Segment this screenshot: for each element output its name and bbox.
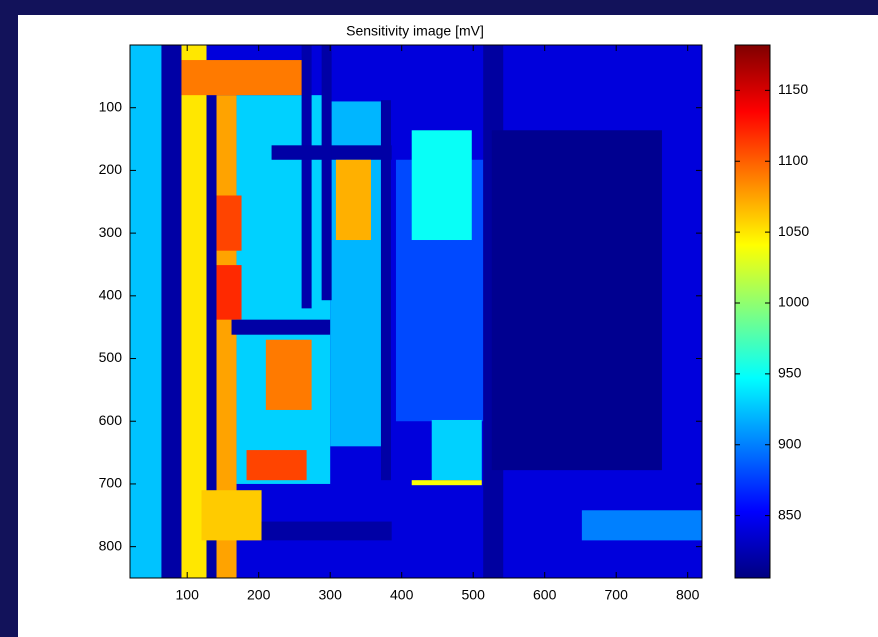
- heatmap-cell: [236, 95, 331, 484]
- x-tick-label: 800: [676, 587, 700, 603]
- x-tick-label: 700: [605, 587, 629, 603]
- heatmap-cell: [261, 521, 392, 541]
- heatmap-cell: [216, 195, 242, 251]
- heatmap-cell: [181, 45, 207, 578]
- heatmap-cell: [181, 60, 307, 96]
- colorbar-tick-label: 900: [778, 435, 802, 451]
- colorbar-tick-label: 950: [778, 365, 802, 381]
- heatmap: [130, 45, 702, 578]
- x-tick-label: 600: [533, 587, 557, 603]
- colorbar-tick-label: 1050: [778, 223, 809, 239]
- plot-frame: [129, 44, 703, 579]
- heatmap-cell: [335, 159, 371, 241]
- y-tick-label: 500: [99, 349, 123, 365]
- y-tick-label: 300: [99, 224, 123, 240]
- heatmap-cell: [491, 130, 662, 471]
- x-tick-label: 400: [390, 587, 414, 603]
- heatmap-cell: [201, 490, 262, 541]
- heatmap-cell: [206, 95, 217, 578]
- y-tick-label: 100: [99, 98, 123, 114]
- heatmap-cell: [380, 100, 391, 481]
- heatmap-cell: [411, 480, 482, 486]
- y-tick-label: 200: [99, 161, 123, 177]
- x-tick-label: 300: [319, 587, 343, 603]
- colorbar-tick-label: 850: [778, 506, 802, 522]
- heatmap-cell: [231, 319, 361, 335]
- x-tick-label: 500: [462, 587, 486, 603]
- chart-title: Sensitivity image [mV]: [346, 23, 484, 39]
- heatmap-cell: [301, 45, 312, 309]
- y-tick-label: 400: [99, 287, 123, 303]
- x-tick-label: 100: [176, 587, 200, 603]
- x-tick-label: 200: [247, 587, 271, 603]
- heatmap-cell: [161, 45, 182, 578]
- heatmap-cell: [246, 450, 307, 481]
- colorbar-tick-label: 1100: [778, 152, 808, 168]
- heatmap-cell: [321, 45, 332, 301]
- heatmap-cell: [216, 265, 242, 320]
- colorbar-tick-label: 1000: [778, 294, 809, 310]
- heatmap-cell: [265, 339, 312, 410]
- heatmap-cell: [411, 130, 472, 241]
- y-tick-label: 800: [99, 537, 123, 553]
- heatmap-cell: [431, 419, 482, 481]
- colorbar-tick-label: 1150: [778, 81, 808, 97]
- heatmap-cell: [130, 45, 162, 578]
- heatmap-cell: [581, 510, 702, 541]
- colorbar: [734, 44, 771, 579]
- y-tick-label: 700: [99, 475, 123, 491]
- y-tick-label: 600: [99, 412, 123, 428]
